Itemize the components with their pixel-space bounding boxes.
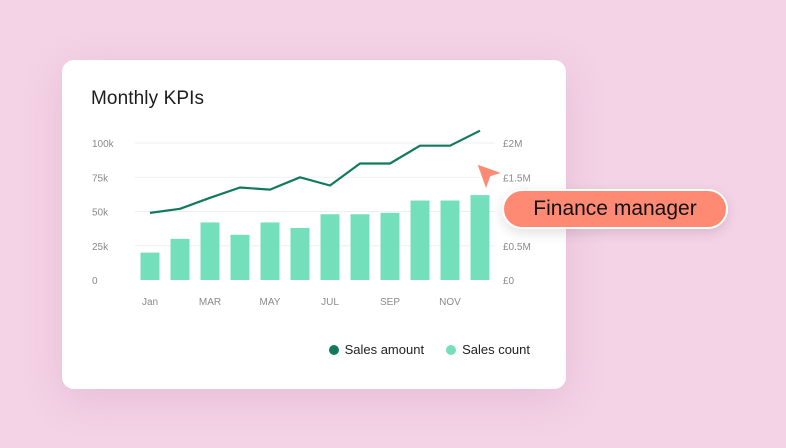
y-right-tick-label: £2M bbox=[503, 139, 522, 150]
legend-label-sales-count: Sales count bbox=[462, 342, 530, 357]
bar bbox=[200, 222, 220, 280]
y-left-tick-label: 0 bbox=[92, 276, 98, 287]
x-tick-label: JUL bbox=[321, 297, 339, 308]
y-left-tick-label: 50k bbox=[92, 208, 109, 219]
series-line-sales-amount bbox=[149, 129, 481, 214]
x-tick-label: MAY bbox=[260, 297, 281, 308]
bar bbox=[260, 222, 280, 280]
bar bbox=[170, 238, 190, 280]
y-left-tick-label: 25k bbox=[92, 242, 109, 253]
bar bbox=[350, 214, 370, 280]
bar bbox=[140, 252, 160, 280]
legend-item-sales-count[interactable]: Sales count bbox=[446, 342, 530, 357]
bar bbox=[230, 234, 250, 280]
y-right-tick-label: £0.5M bbox=[503, 242, 531, 253]
legend-dot-sales-count bbox=[446, 344, 457, 355]
chart-legend: Sales amount Sales count bbox=[328, 342, 530, 357]
x-tick-label: Jan bbox=[142, 297, 158, 308]
y-left-tick-label: 100k bbox=[92, 139, 115, 150]
x-tick-label: NOV bbox=[439, 297, 461, 308]
y-right-tick-label: £0 bbox=[503, 276, 515, 287]
cursor-arrow-icon bbox=[475, 162, 505, 192]
y-left-tick-label: 75k bbox=[92, 173, 109, 184]
x-tick-label: SEP bbox=[380, 297, 400, 308]
bar bbox=[470, 195, 490, 280]
bar bbox=[440, 200, 460, 280]
legend-label-sales-amount: Sales amount bbox=[344, 342, 425, 357]
bar bbox=[290, 227, 310, 280]
bar bbox=[410, 200, 430, 280]
legend-item-sales-amount[interactable]: Sales amount bbox=[328, 342, 425, 357]
bar bbox=[320, 214, 340, 280]
bar bbox=[380, 212, 400, 280]
x-tick-label: MAR bbox=[199, 297, 221, 308]
y-right-tick-label: £1.5M bbox=[503, 173, 531, 184]
user-label-tooltip: Finance manager bbox=[502, 189, 728, 229]
chart-title: Monthly KPIs bbox=[91, 88, 205, 109]
legend-dot-sales-amount bbox=[328, 344, 339, 355]
